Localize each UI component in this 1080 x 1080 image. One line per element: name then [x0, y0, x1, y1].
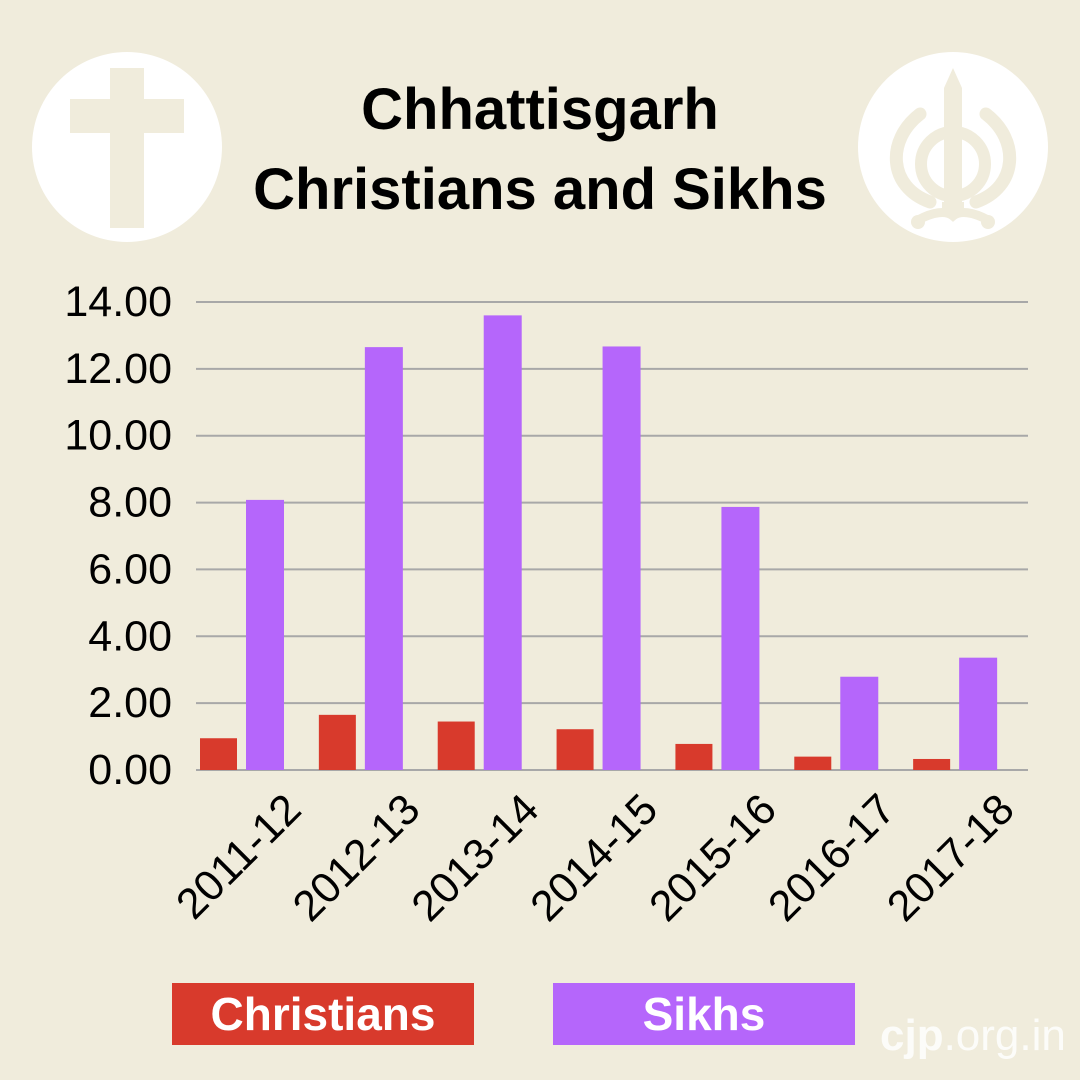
- y-tick-label: 8.00: [88, 479, 172, 527]
- y-tick-label: 10.00: [64, 412, 172, 460]
- khanda-icon: [890, 68, 1016, 229]
- chart-title-line2: Christians and Sikhs: [253, 157, 827, 222]
- x-tick-label: 2015-16: [640, 785, 786, 931]
- y-tick-label: 2.00: [88, 679, 172, 727]
- legend-christians: Christians: [172, 983, 474, 1045]
- sikhs-bar: [840, 676, 879, 770]
- khanda-emblem: [858, 52, 1048, 242]
- legend-sikhs-label: Sikhs: [642, 988, 766, 1040]
- sikhs-bar: [246, 499, 284, 770]
- christians-bar: [794, 756, 832, 770]
- x-tick-label: 2017-18: [878, 785, 1024, 931]
- legend-christians-label: Christians: [210, 988, 436, 1040]
- christians-bar: [437, 721, 475, 770]
- christians-bar: [913, 758, 951, 770]
- sikhs-bar: [364, 347, 403, 770]
- chart-title-line1: Chhattisgarh: [361, 77, 719, 142]
- y-tick-label: 0.00: [88, 746, 172, 794]
- x-tick-label: 2012-13: [284, 785, 430, 931]
- sikhs-bar: [602, 346, 641, 770]
- christians-bar: [200, 738, 237, 770]
- sikhs-bar: [483, 315, 522, 770]
- y-tick-label: 14.00: [64, 278, 172, 326]
- y-tick-label: 4.00: [88, 612, 172, 660]
- sikhs-bar: [959, 657, 998, 770]
- cross-emblem: [32, 52, 222, 242]
- legend-sikhs: Sikhs: [553, 983, 855, 1045]
- x-tick-label: 2014-15: [522, 785, 668, 931]
- x-tick-label: 2013-14: [403, 785, 549, 931]
- christians-bar: [556, 729, 594, 770]
- y-tick-label: 12.00: [64, 345, 172, 393]
- christians-bar: [675, 743, 713, 770]
- cross-icon: [70, 68, 184, 228]
- cjp-watermark: cjp.org.in: [880, 1006, 1066, 1066]
- sikhs-bar: [721, 506, 760, 770]
- x-tick-label: 2016-17: [759, 785, 905, 931]
- y-tick-label: 6.00: [88, 545, 172, 593]
- christians-bar: [318, 714, 356, 770]
- watermark-brand: cjp: [880, 1011, 944, 1060]
- watermark-domain: .org.in: [943, 1011, 1066, 1060]
- x-tick-label: 2011-12: [167, 785, 310, 928]
